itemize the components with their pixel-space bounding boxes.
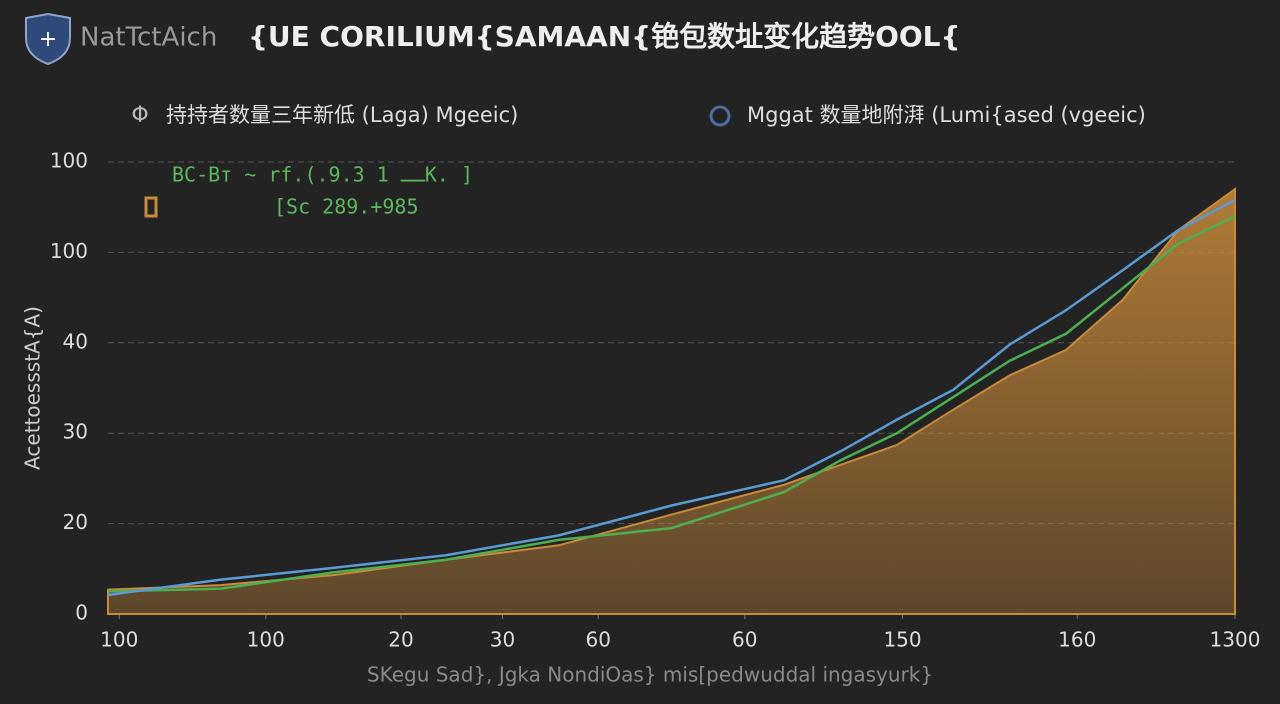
line (107, 198, 1236, 597)
x-tick-label: 100 (100, 628, 138, 652)
x-tick-label: 20 (388, 628, 413, 652)
x-tick-label: 150 (883, 628, 921, 652)
y-tick-label: 30 (63, 420, 88, 444)
line (107, 215, 1236, 593)
chart-title: {UE CORILIUM{SAMAAN{铯包数址变化趋势OOL{ (248, 20, 960, 53)
y-tick-label: 40 (63, 329, 88, 353)
y-tick-label: 100 (50, 239, 88, 263)
x-tick-label: 60 (586, 628, 611, 652)
legend-label: 持持者数量三年新低 (Laga) Mgeeic) (166, 103, 518, 127)
y-tick-label: 0 (75, 601, 88, 625)
x-tick-label: 30 (490, 628, 515, 652)
brand: NatTctAich (80, 23, 217, 53)
annotation: BC-Bт ~ rf.(.ــ 1 9.3K. ] (172, 163, 473, 187)
logo-mark: + (39, 27, 57, 52)
y-tick-label: 20 (63, 510, 88, 534)
legend-icon: Φ (131, 103, 148, 128)
y-axis-label: AcettoessstA{A) (21, 306, 45, 470)
x-tick-label: 60 (732, 628, 757, 652)
x-axis-label: SKegu Sad}, Jgka NondiOas} mis[pedwuddal… (367, 663, 933, 687)
y-tick-label: 100 (50, 149, 88, 173)
x-tick-label: 1300 (1210, 628, 1261, 652)
legend-label: Mggat 数量地附湃 (Lumi{ased (vgeeic) (747, 103, 1146, 127)
legend-icon (709, 105, 731, 127)
logo (25, 12, 71, 66)
x-tick-label: 100 (247, 628, 285, 652)
x-tick-label: 160 (1058, 628, 1096, 652)
annotation: [Sc 289.+985 (274, 195, 419, 219)
annotation-icon (144, 196, 158, 218)
